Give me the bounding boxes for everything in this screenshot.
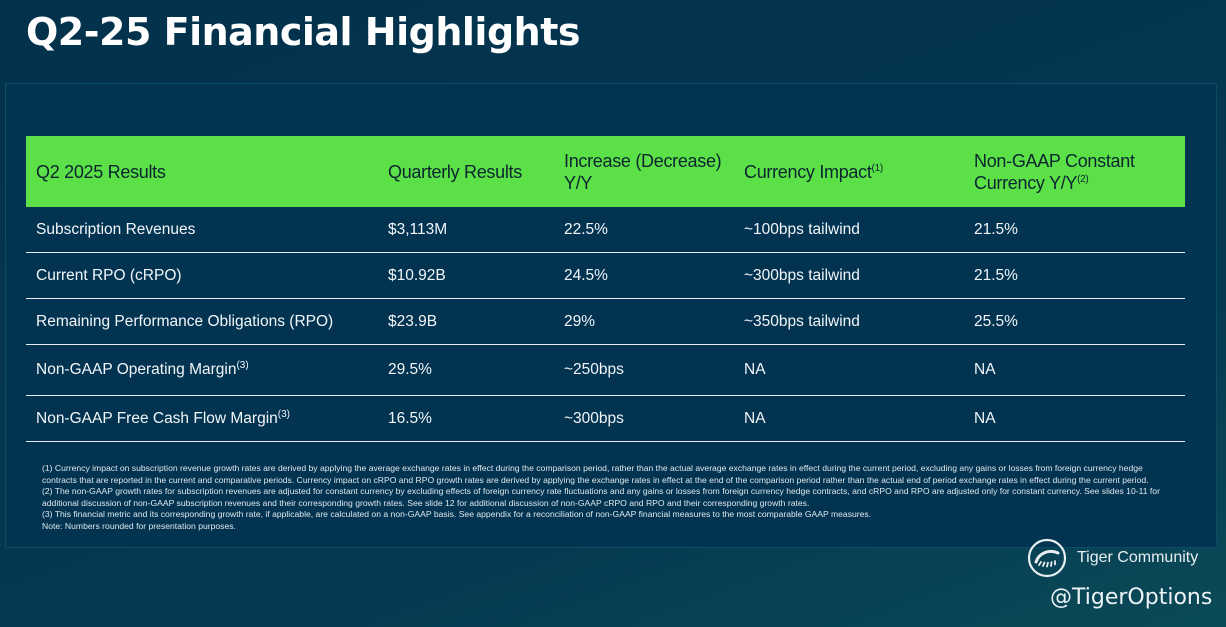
cell-quarterly: $23.9B xyxy=(378,298,554,345)
cell-currency: ~100bps tailwind xyxy=(734,207,964,253)
cell-constant: 25.5% xyxy=(964,298,1185,345)
header-change: Increase (Decrease) Y/Y xyxy=(554,136,734,207)
cell-currency: NA xyxy=(734,395,964,442)
cell-change: ~250bps xyxy=(554,344,734,396)
cell-change: 24.5% xyxy=(554,252,734,299)
cell-quarterly: 16.5% xyxy=(378,395,554,442)
watermark-handle: @TigerOptions xyxy=(1050,585,1213,610)
header-results: Q2 2025 Results xyxy=(26,136,378,207)
header-quarterly: Quarterly Results xyxy=(378,136,554,207)
footnote: (1) Currency impact on subscription reve… xyxy=(42,463,1149,485)
page-title: Q2-25 Financial Highlights xyxy=(26,10,580,54)
results-table: Q2 2025 Results Quarterly Results Increa… xyxy=(26,136,1185,442)
table-row: Non-GAAP Operating Margin(3) 29.5% ~250b… xyxy=(26,344,1185,396)
cell-metric: Non-GAAP Operating Margin(3) xyxy=(26,344,378,396)
watermark-brand: Tiger Community xyxy=(1027,538,1217,578)
cell-currency: ~300bps tailwind xyxy=(734,252,964,299)
cell-metric: Subscription Revenues xyxy=(26,207,378,253)
cell-quarterly: $10.92B xyxy=(378,252,554,299)
cell-change: 29% xyxy=(554,298,734,345)
table-row: Current RPO (cRPO) $10.92B 24.5% ~300bps… xyxy=(26,252,1185,299)
cell-change: ~300bps xyxy=(554,395,734,442)
tiger-claw-icon xyxy=(1027,538,1067,578)
cell-constant: NA xyxy=(964,395,1185,442)
table-row: Subscription Revenues $3,113M 22.5% ~100… xyxy=(26,207,1185,253)
footnote: (3) This financial metric and its corres… xyxy=(42,509,872,519)
table-row: Non-GAAP Free Cash Flow Margin(3) 16.5% … xyxy=(26,395,1185,442)
footnotes: (1) Currency impact on subscription reve… xyxy=(42,463,1162,532)
cell-constant: 21.5% xyxy=(964,207,1185,253)
cell-change: 22.5% xyxy=(554,207,734,253)
cell-metric: Remaining Performance Obligations (RPO) xyxy=(26,298,378,345)
table-header-row: Q2 2025 Results Quarterly Results Increa… xyxy=(26,136,1185,207)
cell-currency: NA xyxy=(734,344,964,396)
cell-metric: Non-GAAP Free Cash Flow Margin(3) xyxy=(26,395,378,442)
cell-quarterly: 29.5% xyxy=(378,344,554,396)
cell-quarterly: $3,113M xyxy=(378,207,554,253)
cell-currency: ~350bps tailwind xyxy=(734,298,964,345)
cell-constant: NA xyxy=(964,344,1185,396)
footnote: (2) The non-GAAP growth rates for subscr… xyxy=(42,486,1160,508)
cell-constant: 21.5% xyxy=(964,252,1185,299)
header-constant: Non-GAAP Constant Currency Y/Y(2) xyxy=(964,136,1185,207)
cell-metric: Current RPO (cRPO) xyxy=(26,252,378,299)
table-row: Remaining Performance Obligations (RPO) … xyxy=(26,298,1185,345)
watermark-brand-text: Tiger Community xyxy=(1077,549,1199,566)
footnote-note: Note: Numbers rounded for presentation p… xyxy=(42,520,236,531)
header-currency: Currency Impact(1) xyxy=(734,136,964,207)
